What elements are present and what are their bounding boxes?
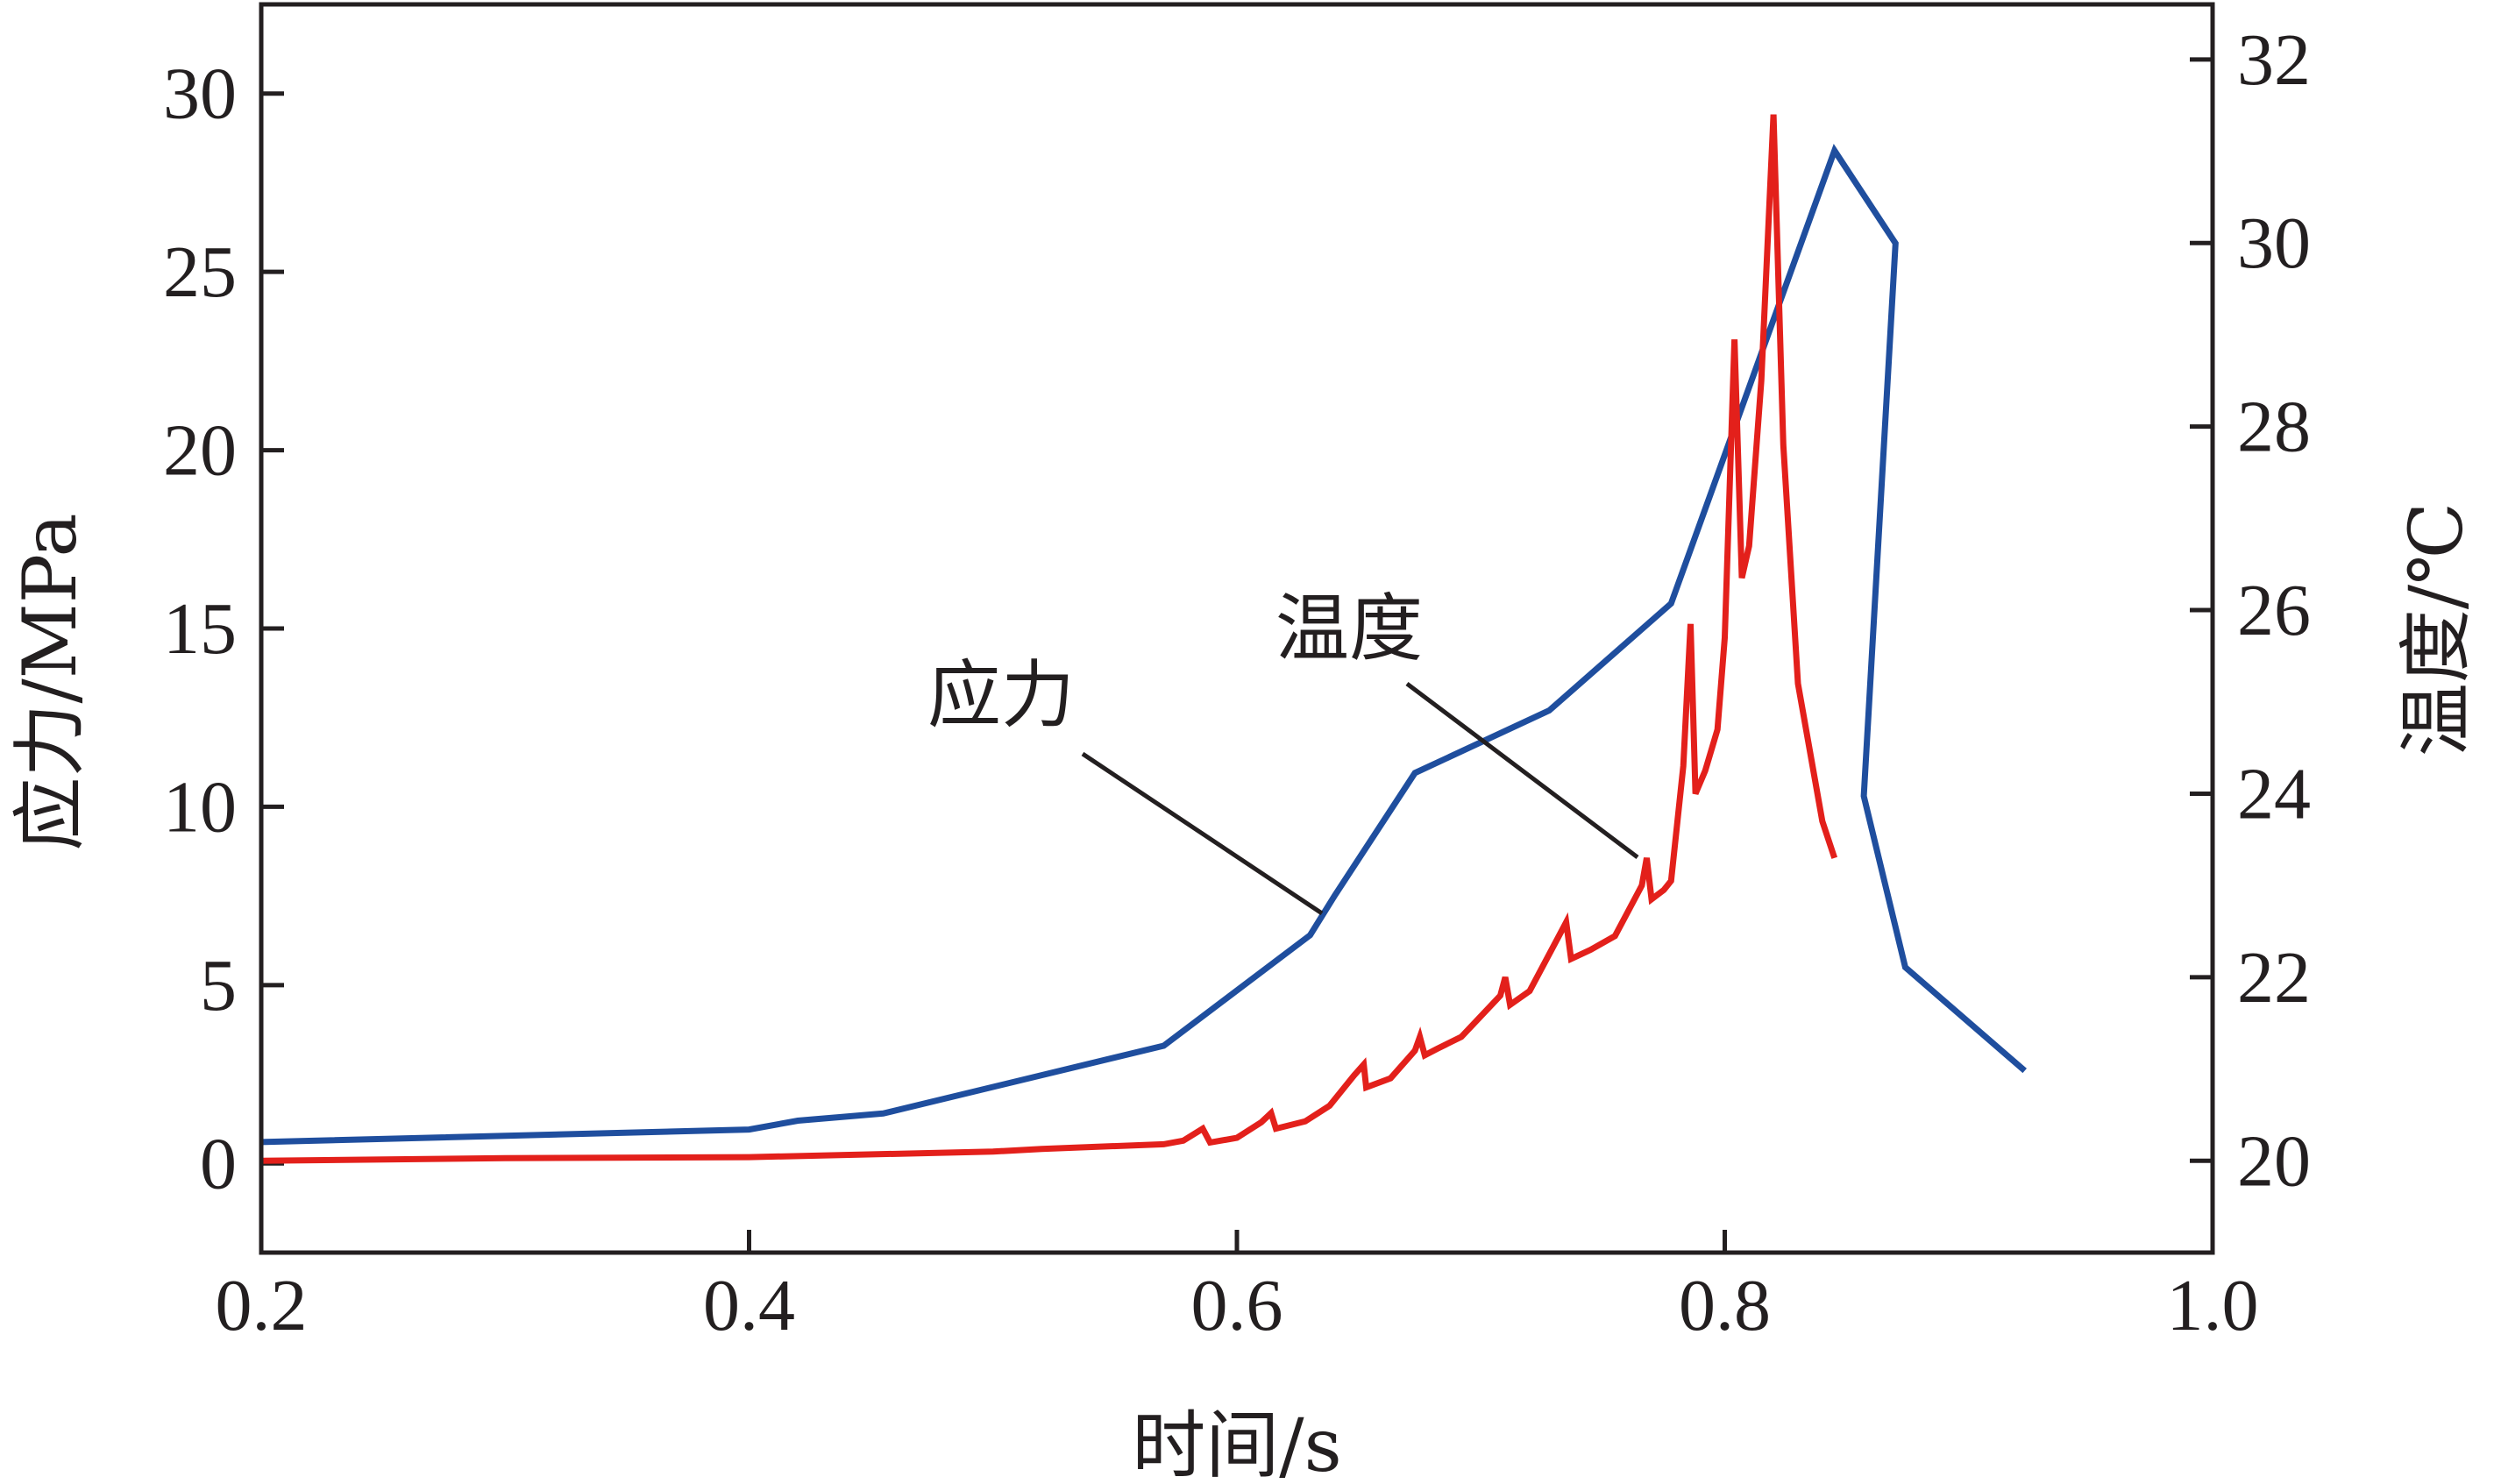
right-y-tick-label: 30 (2237, 202, 2311, 284)
right-y-tick-label: 20 (2237, 1120, 2311, 1202)
right-y-tick-label: 28 (2237, 387, 2311, 468)
x-tick-label: 0.4 (703, 1265, 795, 1346)
right-y-axis-title: 温度/℃ (2393, 502, 2479, 756)
plot-frame (259, 2, 2215, 1255)
right-y-tick-label: 26 (2237, 570, 2311, 651)
tick-label-group: 0.2 0.4 0.6 0.8 1.0 0 5 10 15 20 25 30 20 22 24 26 28 30 3… (163, 19, 2311, 1346)
left-y-tick-label: 15 (163, 588, 237, 670)
temperature-annotation-label: 温度 (1275, 586, 1423, 671)
stress-annotation-label: 应力 (927, 652, 1075, 738)
temperature-series-line (260, 114, 1838, 1164)
right-y-tick-label: 24 (2237, 753, 2311, 834)
left-y-tick-label: 25 (163, 231, 237, 313)
tick-group (259, 57, 2215, 1253)
x-tick-label: 0.2 (216, 1265, 308, 1346)
x-tick-label: 0.6 (1191, 1265, 1283, 1346)
x-tick-label: 1.0 (2167, 1265, 2259, 1346)
left-y-tick-label: 5 (200, 945, 237, 1026)
left-y-axis-title: 应力/MPa (7, 513, 93, 850)
stress-series-line (260, 144, 2027, 1146)
left-y-tick-label: 20 (163, 410, 237, 492)
left-y-tick-label: 10 (163, 766, 237, 848)
x-axis-title: 时间/s (1132, 1402, 1341, 1484)
left-y-tick-label: 0 (200, 1123, 237, 1204)
temperature-annotation-leader (1405, 682, 1639, 859)
left-y-tick-label: 30 (163, 53, 237, 135)
right-y-tick-label: 32 (2237, 19, 2311, 101)
right-y-tick-label: 22 (2237, 937, 2311, 1019)
x-tick-label: 0.8 (1679, 1265, 1771, 1346)
stress-annotation-leader (1081, 751, 1324, 916)
